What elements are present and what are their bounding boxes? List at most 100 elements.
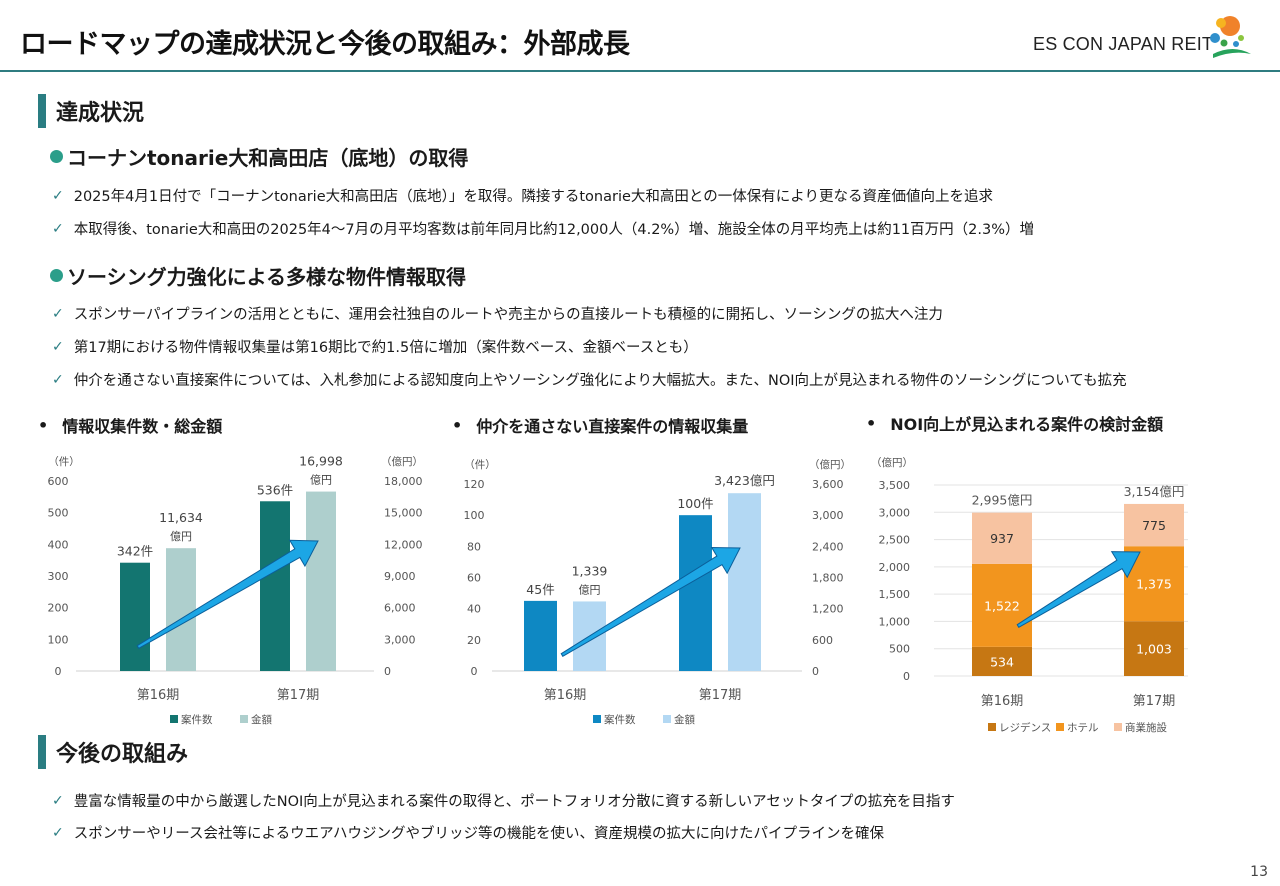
x-tick-label: 第16期 (981, 694, 1024, 709)
data-label-total: 2,995億円 (972, 493, 1033, 508)
subheading-text: コーナンtonarie大和高田店（底地）の取得 (67, 146, 469, 170)
checkmark-icon: ✓ (52, 824, 64, 841)
bullet-dot-icon (50, 269, 63, 282)
y-tick-right: 2,400 (812, 540, 844, 553)
y-tick-left: 2,500 (879, 534, 911, 547)
y-tick-right: 1,200 (812, 603, 844, 616)
y-tick-left: 100 (464, 509, 485, 522)
growth-arrow-icon (560, 546, 741, 657)
logo-text: ES CON JAPAN REIT (1033, 34, 1213, 55)
data-label-amount: 1,339 (572, 563, 608, 578)
y-tick-right: 15,000 (384, 507, 423, 520)
data-label-segment: 937 (990, 531, 1014, 546)
logo-mark-icon (1210, 16, 1251, 58)
legend-swatch (1114, 723, 1122, 731)
bar-amount (306, 491, 336, 671)
section-label: 達成状況 (56, 101, 145, 126)
y-tick-right: 0 (812, 665, 819, 678)
data-label-count: 45件 (526, 582, 554, 597)
section-future-heading: 今後の取組み (38, 735, 188, 769)
y-tick-left: 500 (48, 507, 69, 520)
legend-swatch (988, 723, 996, 731)
y-axis-left-unit: （億円） (871, 456, 913, 469)
y-tick-left: 120 (464, 478, 485, 491)
chart-noi-deals: （億円） 0 500 1,000 1,500 2,000 2,500 3,000 3,500 53… (871, 456, 1188, 734)
legend-label: 案件数 (604, 713, 636, 726)
checkmark-icon: ✓ (52, 220, 64, 237)
chart1-title-text: 情報収集件数・総金額 (62, 417, 223, 436)
check-item-text: 第17期における物件情報収集量は第16期比で約1.5倍に増加（案件数ベース、金額… (73, 340, 698, 356)
data-label-segment: 534 (990, 654, 1014, 669)
bar-segment-commercial (1124, 503, 1184, 547)
data-label-amount-unit: 億円 (170, 530, 192, 543)
y-tick-left: 3,500 (879, 479, 911, 492)
y-tick-left: 600 (48, 475, 69, 488)
section-bar (38, 735, 46, 769)
header-divider (0, 70, 1280, 72)
page-number: 13 (1250, 864, 1268, 880)
checkmark-icon: ✓ (52, 792, 64, 809)
data-label-amount: 16,998 (299, 454, 343, 469)
y-tick-right: 12,000 (384, 538, 423, 551)
bar-segment-residence (1124, 621, 1184, 676)
y-tick-left: 60 (467, 572, 481, 585)
subheading-text: ソーシング力強化による多様な物件情報取得 (67, 265, 466, 289)
data-label-total: 3,154億円 (1124, 484, 1185, 499)
chart2-title: • 仲介を通さない直接案件の情報収集量 (452, 413, 748, 437)
bar-amount (166, 548, 196, 671)
x-tick-label: 第17期 (1133, 694, 1176, 709)
data-label-count: 342件 (117, 544, 153, 559)
legend-swatch (170, 715, 178, 723)
checkmark-icon: ✓ (52, 187, 64, 204)
chart3-title-text: NOI向上が見込まれる案件の検討金額 (890, 415, 1164, 434)
section-label: 今後の取組み (56, 742, 189, 767)
bullet-icon: • (452, 415, 463, 435)
legend-label: 金額 (674, 713, 695, 726)
legend-label: 商業施設 (1125, 721, 1167, 734)
y-tick-left: 2,000 (879, 561, 911, 574)
bullet-dot-icon (50, 150, 63, 163)
bar-count (524, 600, 557, 671)
chart3-title: • NOI向上が見込まれる案件の検討金額 (866, 411, 1163, 435)
legend-label: 案件数 (181, 713, 213, 726)
growth-arrow-icon (136, 539, 319, 649)
check-item: ✓ 豊富な情報量の中から厳選したNOI向上が見込まれる案件の取得と、ポートフォリ… (52, 790, 955, 811)
y-tick-left: 0 (903, 670, 910, 683)
chart-info-count-amount: （件） （億円） 0 100 200 300 400 500 600 0 3,000 6,000 9,0… (48, 454, 424, 726)
y-tick-left: 400 (48, 538, 69, 551)
check-item: ✓ 本取得後、tonarie大和高田の2025年4～7月の月平均客数は前年同月比… (52, 218, 1034, 239)
y-tick-left: 0 (55, 665, 62, 678)
check-item: ✓ スポンサーパイプラインの活用とともに、運用会社独自のルートや売主からの直接ル… (52, 303, 943, 324)
y-tick-right: 18,000 (384, 475, 423, 488)
bar-segment-residence (972, 646, 1032, 676)
y-tick-right: 6,000 (384, 602, 416, 615)
check-item-text: 豊富な情報量の中から厳選したNOI向上が見込まれる案件の取得と、ポートフォリオ分… (73, 794, 955, 810)
y-tick-right: 3,000 (812, 509, 844, 522)
y-tick-right: 3,600 (812, 478, 844, 491)
bullet-icon: • (38, 415, 49, 435)
checkmark-icon: ✓ (52, 338, 64, 355)
checkmark-icon: ✓ (52, 371, 64, 388)
legend-label: レジデンス (999, 721, 1051, 734)
bar-count (260, 501, 290, 671)
y-tick-left: 1,500 (879, 588, 911, 601)
y-tick-left: 1,000 (879, 615, 911, 628)
check-item: ✓ 第17期における物件情報収集量は第16期比で約1.5倍に増加（案件数ベース、… (52, 336, 698, 357)
legend-swatch (240, 715, 248, 723)
legend-swatch (593, 715, 601, 723)
check-item: ✓ 仲介を通さない直接案件については、入札参加による認知度向上やソーシング強化に… (52, 369, 1127, 390)
y-tick-left: 300 (48, 570, 69, 583)
y-tick-right: 0 (384, 665, 391, 678)
checkmark-icon: ✓ (52, 305, 64, 322)
y-axis-left-unit: （件） (464, 459, 496, 471)
x-tick-label: 第17期 (277, 688, 320, 703)
legend-swatch (1056, 723, 1064, 731)
subheading-sourcing: ソーシング力強化による多様な物件情報取得 (50, 261, 466, 290)
data-label-amount-unit: 億円 (310, 474, 332, 487)
section-bar (38, 94, 46, 128)
y-tick-left: 40 (467, 603, 481, 616)
bar-amount (728, 493, 761, 671)
subheading-konan: コーナンtonarie大和高田店（底地）の取得 (50, 142, 468, 171)
bullet-icon: • (866, 413, 877, 433)
check-item-text: 2025年4月1日付で「コーナンtonarie大和高田店（底地）」を取得。隣接す… (73, 189, 993, 205)
